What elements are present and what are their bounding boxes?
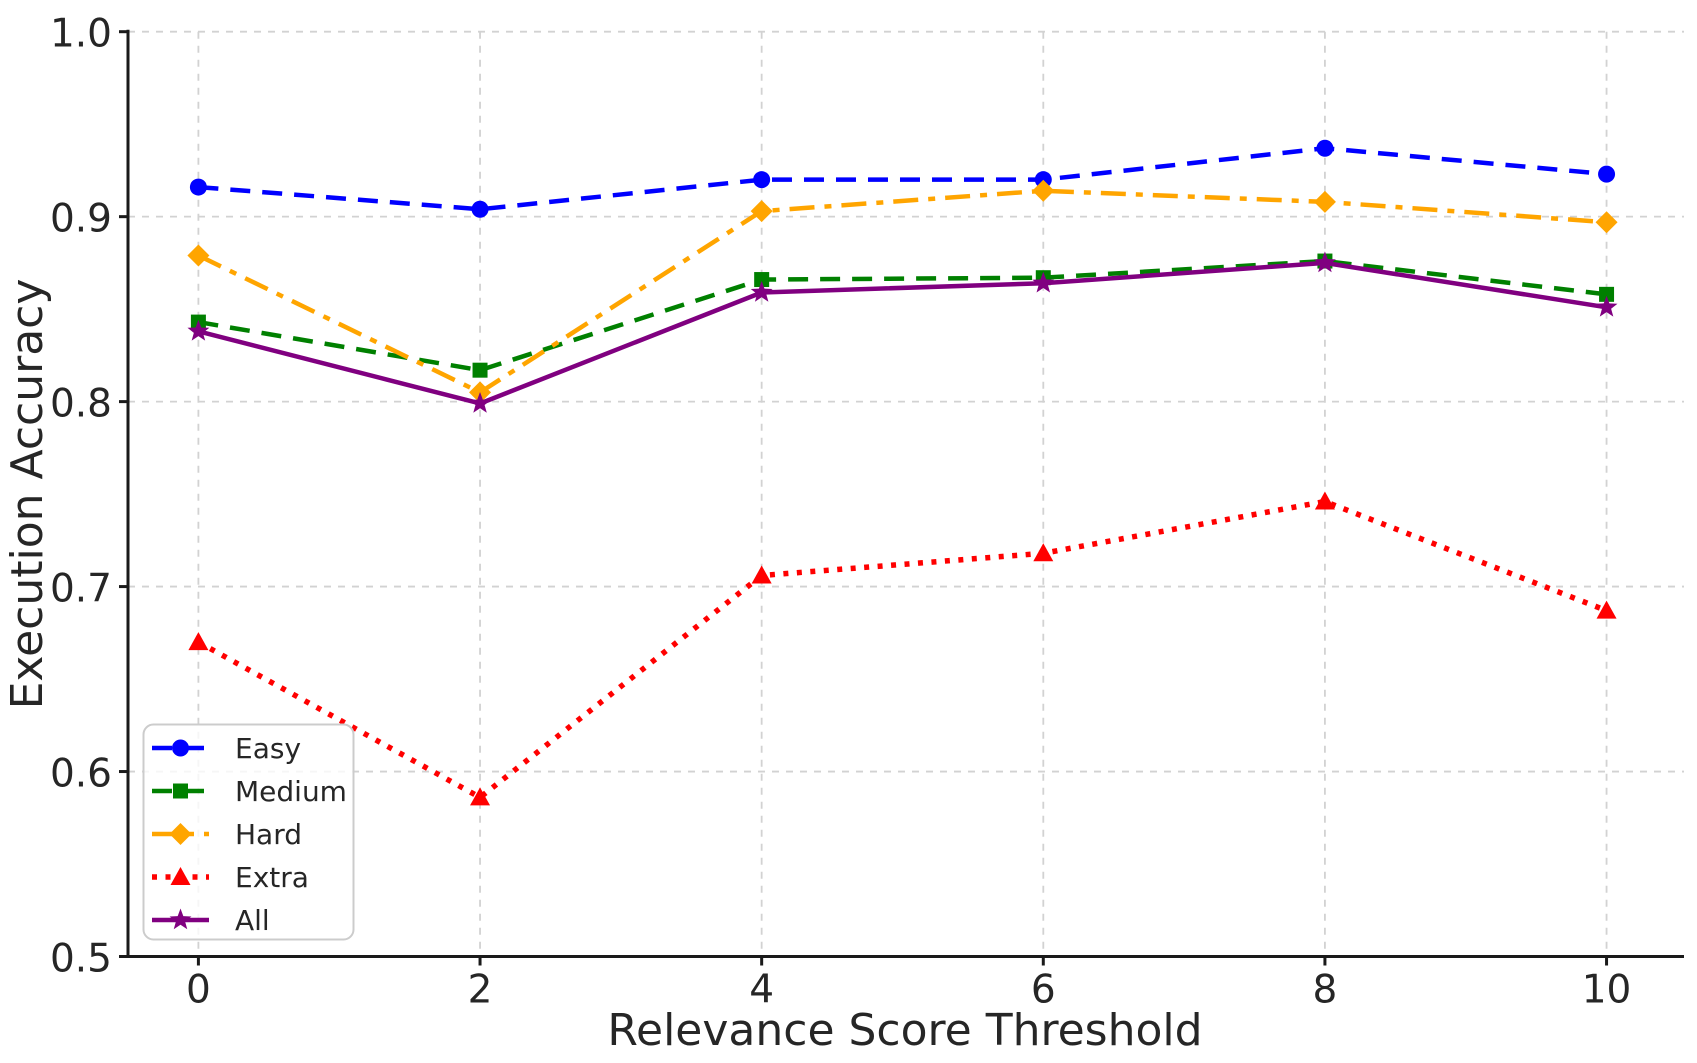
x-tick-label-2: 2 <box>468 968 493 1013</box>
series-hard-marker-x0 <box>187 244 210 267</box>
legend-item-extra: Extra <box>152 861 309 894</box>
series-medium-line <box>198 258 1607 373</box>
legend-marker-medium <box>173 783 188 799</box>
series-all-line <box>197 260 1607 406</box>
gridlines <box>128 30 1684 957</box>
legend-label-extra: Extra <box>235 861 309 894</box>
series-easy-marker-x4 <box>753 171 771 189</box>
y-tick-label-0.8: 0.8 <box>50 382 112 427</box>
series-easy <box>189 139 1616 218</box>
legend-label-hard: Hard <box>235 818 302 851</box>
series-easy-marker-x2 <box>471 200 489 218</box>
series-all-marker-x2 <box>469 391 491 413</box>
axis-tick-labels: 0.5 0.6 0.7 0.8 0.9 1.0 0 2 4 6 8 10 <box>50 12 1631 1013</box>
legend-item-medium: Medium <box>152 775 347 808</box>
data-series <box>187 139 1618 806</box>
series-easy-line <box>198 145 1607 212</box>
series-medium <box>190 253 1615 378</box>
series-all-marker-x0 <box>187 319 210 341</box>
y-tick-label-0.7: 0.7 <box>50 567 112 612</box>
series-easy-marker-x6 <box>1034 171 1052 189</box>
series-all-marker-x6 <box>1032 271 1055 293</box>
series-extra-marker-x4 <box>751 565 772 584</box>
series-all-marker-x8 <box>1313 251 1336 273</box>
legend-item-all: All <box>152 904 270 937</box>
y-tick-label-0.5: 0.5 <box>50 937 112 982</box>
legend-item-easy: Easy <box>152 732 301 765</box>
legend-marker-hard <box>169 823 192 845</box>
series-hard-marker-x10 <box>1595 211 1618 234</box>
series-extra-marker-x2 <box>470 787 491 806</box>
series-hard <box>187 179 1618 404</box>
x-tick-label-8: 8 <box>1313 968 1338 1013</box>
series-extra-line <box>197 498 1608 801</box>
series-medium-marker-x4 <box>754 272 770 288</box>
series-hard-line <box>197 188 1607 395</box>
series-hard-marker-x8 <box>1313 190 1336 213</box>
series-hard-marker-x4 <box>750 200 773 223</box>
legend-label-all: All <box>235 904 270 937</box>
series-hard-marker-x6 <box>1032 179 1055 202</box>
legend-marker-extra <box>170 867 191 885</box>
series-medium-marker-x2 <box>472 362 488 378</box>
y-tick-label-1: 1.0 <box>50 12 112 57</box>
x-axis-title: Relevance Score Threshold <box>607 1005 1202 1056</box>
x-tick-label-6: 6 <box>1031 968 1056 1013</box>
y-axis-title: Execution Accuracy <box>2 279 53 710</box>
y-tick-label-0.9: 0.9 <box>50 197 112 242</box>
x-tick-label-0: 0 <box>186 968 211 1013</box>
x-tick-label-10: 10 <box>1582 968 1632 1013</box>
legend-item-hard: Hard <box>152 818 302 851</box>
legend-marker-easy <box>172 739 189 757</box>
axis-ticks <box>119 30 1609 966</box>
series-all-marker-x4 <box>750 280 773 302</box>
series-extra-marker-x0 <box>188 632 209 651</box>
x-tick-label-4: 4 <box>749 968 774 1013</box>
series-extra-marker-x10 <box>1596 600 1617 619</box>
axes-spines <box>126 29 1684 958</box>
legend-marker-all <box>169 908 192 930</box>
series-medium-marker-x10 <box>1599 286 1615 302</box>
legend: Easy Medium Hard Extra All <box>142 723 355 941</box>
y-tick-label-0.6: 0.6 <box>50 752 112 797</box>
legend-label-easy: Easy <box>235 732 301 765</box>
legend-label-medium: Medium <box>235 775 347 808</box>
series-all-marker-x10 <box>1595 295 1618 317</box>
series-easy-marker-x8 <box>1316 139 1334 157</box>
series-all <box>187 251 1618 413</box>
series-extra-marker-x6 <box>1033 543 1054 562</box>
series-easy-marker-x0 <box>189 178 207 196</box>
series-extra <box>188 491 1617 806</box>
series-extra-marker-x8 <box>1314 491 1335 510</box>
legend-box <box>142 723 355 941</box>
series-easy-marker-x10 <box>1598 165 1616 183</box>
